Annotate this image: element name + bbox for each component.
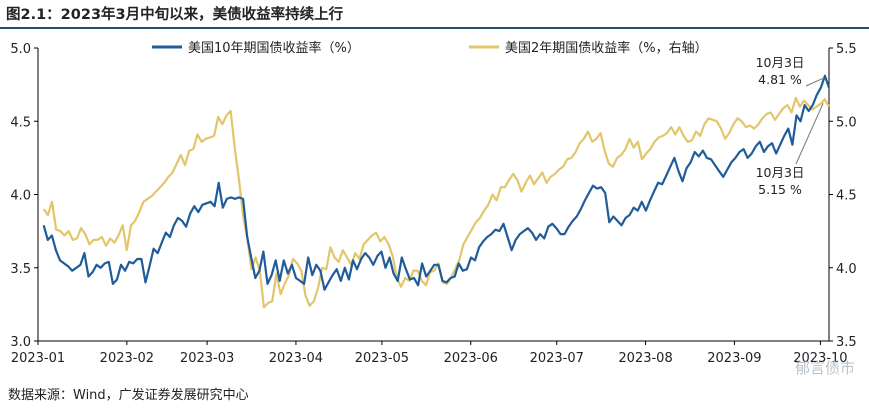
x-tick-label: 2023-05 [355,351,409,366]
annotation-2y-date: 10月3日 [756,165,805,180]
y-right-tick-label: 4.5 [836,189,857,204]
y-left-tick-label: 4.5 [10,115,31,130]
x-tick-label: 2023-06 [444,351,498,366]
annotation-2y-leader [795,103,824,165]
series-2y-line [42,96,830,309]
y-left-tick-label: 3.5 [10,262,31,277]
y-left-tick-label: 4.0 [10,189,31,204]
title-rule [0,27,869,29]
annotation-10y-leader [805,77,825,87]
y-left-tick-label: 3.0 [10,335,31,350]
legend-label-10y: 美国10年期国债收益率（%） [188,40,360,56]
figure-title: 图2.1：2023年3月中旬以来，美债收益率持续上行 [6,7,344,23]
x-tick-label: 2023-04 [269,351,323,366]
y-right-tick-label: 5.5 [836,42,857,57]
y-right-tick-label: 5.0 [836,115,857,130]
x-tick-label: 2023-01 [11,351,65,366]
x-tick-label: 2023-08 [618,351,672,366]
y-right-tick-label: 3.5 [836,335,857,350]
x-tick-label: 2023-02 [100,351,154,366]
x-tick-label: 2023-03 [180,351,234,366]
source-note: 数据来源：Wind，广发证券发展研究中心 [8,388,249,403]
legend-label-2y: 美国2年期国债收益率（%，右轴） [505,40,708,56]
x-tick-label: 2023-10 [793,351,847,366]
annotation-10y-value: 4.81 % [758,72,802,87]
chart-legend: 美国10年期国债收益率（%） 美国2年期国债收益率（%，右轴） [152,40,708,56]
y-right-tick-label: 4.0 [836,262,857,277]
watermark-logo: 郁言债市 [794,359,855,377]
chart-axes: 3.0 3.5 4.0 4.5 5.0 3.5 4.0 4.5 5.0 5.5 2023-01 202… [10,42,856,366]
x-tick-label: 2023-09 [707,351,761,366]
chart-annotations: 10月3日 4.81 % 10月3日 5.15 % [756,55,825,197]
annotation-2y-value: 5.15 % [758,182,802,197]
y-left-tick-label: 5.0 [10,42,31,57]
x-tick-label: 2023-07 [530,351,584,366]
series-10y-line [42,74,831,291]
chart-lines [42,74,831,309]
annotation-10y-date: 10月3日 [756,55,805,70]
